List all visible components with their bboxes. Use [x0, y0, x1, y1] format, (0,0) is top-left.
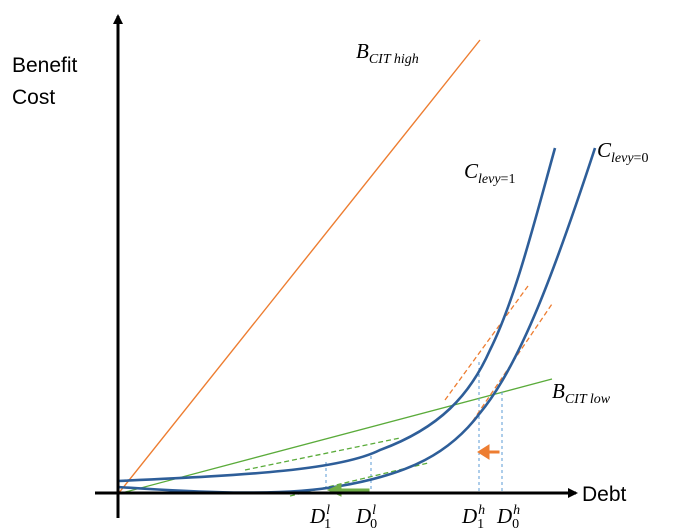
y-axis-label-cost: Cost — [12, 86, 55, 109]
tick-label-d0-low-sub: 0 — [370, 517, 377, 530]
label-b-cit-high-sub: CIT high — [369, 52, 419, 67]
tick-label-d1-high-main: D — [461, 504, 477, 528]
tick-label-d1-low-main: D — [309, 504, 325, 528]
label-c-levy1-main: C — [464, 159, 479, 183]
label-b-cit-high-main: B — [356, 39, 369, 63]
tangent-levy1-low — [244, 437, 401, 471]
label-c-levy1-eq: =1 — [501, 172, 516, 187]
tick-label-d0-high-sub: 0 — [512, 517, 519, 530]
tick-label-d0-high: Dh 0 — [496, 503, 520, 530]
tangent-levy1-high — [444, 285, 529, 401]
tick-label-d1-high-sub: 1 — [477, 517, 484, 530]
shift-arrow-high — [477, 444, 500, 460]
label-c-levy0-eq: =0 — [634, 151, 649, 166]
label-c-levy0-sub: levy — [611, 151, 634, 166]
label-b-cit-high: BCIT high — [356, 39, 419, 67]
x-axis-label-debt: Debt — [582, 483, 627, 506]
label-b-cit-low: BCIT low — [552, 379, 611, 407]
benefit-low-line — [117, 378, 553, 495]
tick-label-d0-high-sup: h — [513, 503, 520, 518]
tick-label-d1-high-sup: h — [478, 503, 485, 518]
label-c-levy0-main: C — [597, 138, 612, 162]
label-c-levy1: Clevy=1 — [464, 159, 515, 187]
label-c-levy1-sub: levy — [478, 172, 501, 187]
tick-label-d1-low-sub: 1 — [324, 517, 331, 530]
tick-label-d1-low: Dl 1 — [309, 503, 331, 530]
tick-label-d0-high-main: D — [496, 504, 512, 528]
tick-label-d1-low-sup: l — [326, 503, 330, 518]
cost-curve-levy0 — [117, 147, 597, 494]
label-b-cit-low-sub: CIT low — [565, 392, 611, 407]
tick-label-d0-low: Dl 0 — [355, 503, 377, 530]
tick-label-d0-low-main: D — [355, 504, 371, 528]
tick-label-d1-high: Dh 1 — [461, 503, 485, 530]
tick-label-d0-low-sup: l — [372, 503, 376, 518]
label-c-levy0: Clevy=0 — [597, 138, 648, 166]
y-axis-label-benefit: Benefit — [12, 54, 78, 77]
label-b-cit-low-main: B — [552, 379, 565, 403]
cost-curve-levy1 — [117, 147, 557, 483]
benefit-high-line — [117, 39, 481, 495]
